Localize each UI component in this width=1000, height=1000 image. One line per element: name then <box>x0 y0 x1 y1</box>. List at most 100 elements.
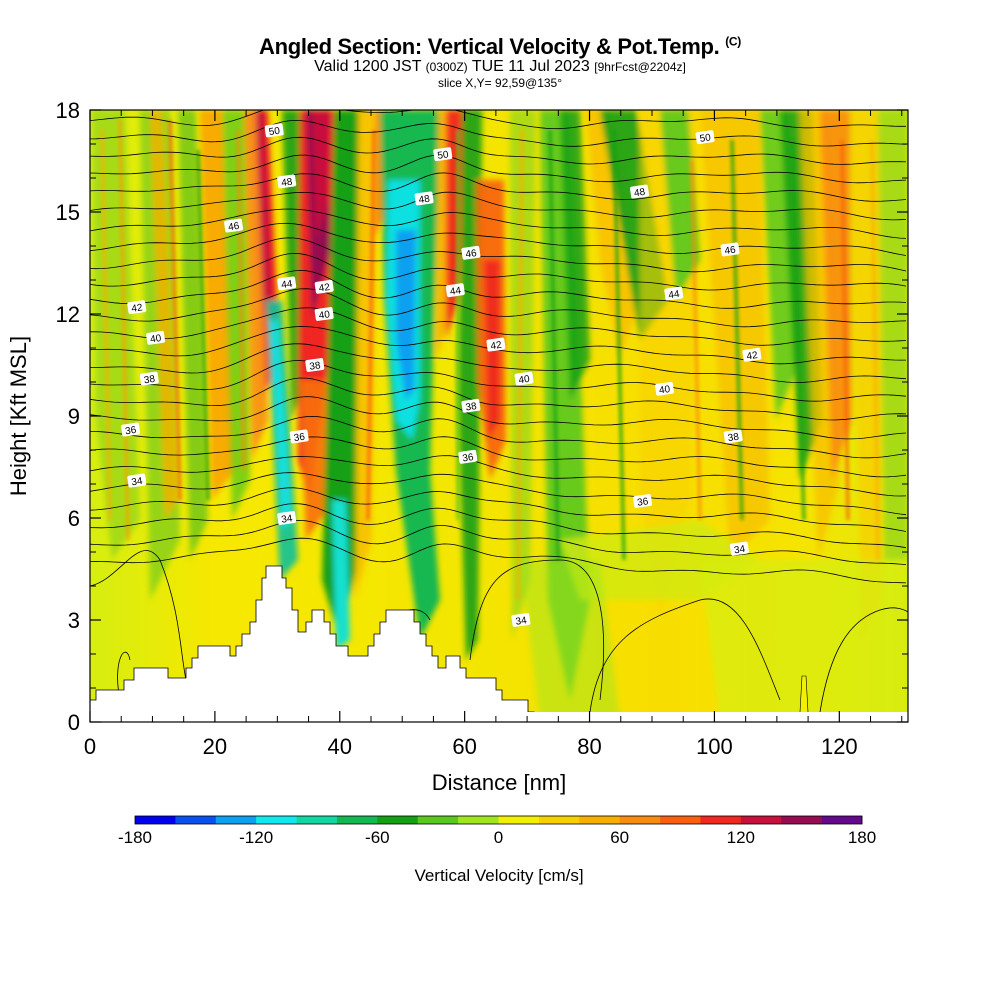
x-axis-label: Distance [nm] <box>432 770 567 795</box>
contour-label-bg <box>511 613 531 627</box>
contour-label-text: 40 <box>658 384 671 397</box>
contour-label: 38 <box>461 398 481 414</box>
contour-label-bg <box>729 541 749 556</box>
contour-label-bg <box>461 245 481 260</box>
contour-label-bg <box>630 184 649 199</box>
colorbar-label: Vertical Velocity [cm/s] <box>414 866 583 885</box>
contour-label-text: 36 <box>293 432 306 445</box>
colorbar-frame <box>134 815 863 825</box>
theta-contour <box>90 172 907 202</box>
x-tick-label: 120 <box>821 734 858 759</box>
contour-label: 34 <box>277 511 297 526</box>
x-tick-label: 60 <box>452 734 476 759</box>
contour-label-bg <box>264 123 284 138</box>
contour-label-bg <box>445 283 465 298</box>
contour-label-bg <box>127 300 147 315</box>
theta-contour <box>469 559 604 701</box>
y-tick-label: 18 <box>56 98 80 123</box>
contour-label-bg <box>277 174 297 189</box>
contour-label-text: 46 <box>228 221 241 234</box>
contour-label-bg <box>723 429 743 444</box>
theta-contour <box>90 360 907 402</box>
colorbar-swatch <box>336 816 378 824</box>
contour-label-text: 46 <box>724 245 737 258</box>
colorbar-swatch <box>781 816 822 824</box>
contour-label: 42 <box>742 347 762 363</box>
colorbar-swatch <box>538 816 580 824</box>
contour-label-bg <box>146 330 166 345</box>
contour-label-text: 36 <box>462 452 475 465</box>
theta-contour <box>90 136 907 165</box>
contour-label-text: 34 <box>131 476 144 489</box>
y-axis-label: Height [Kft MSL] <box>6 336 31 496</box>
colorbar-swatch <box>740 816 782 824</box>
forecast-info: [9hrFcst@2204z] <box>594 60 686 74</box>
contour-label-text: 38 <box>143 374 156 387</box>
contour-label-text: 38 <box>465 401 478 414</box>
colorbar-swatch <box>215 816 257 824</box>
contour-label: 44 <box>445 283 465 298</box>
contour-label: 40 <box>146 330 166 346</box>
velocity-streaks <box>100 120 880 600</box>
contour-label-bg <box>461 398 481 413</box>
colorbar-swatch <box>458 816 499 824</box>
slice-info: slice X,Y= 92,59@135° <box>437 76 563 90</box>
contour-label-bg <box>139 371 159 386</box>
x-tick-label: 100 <box>696 734 733 759</box>
chart-title-mark: (C) <box>725 34 741 49</box>
theta-contour <box>90 253 907 291</box>
contour-label-text: 48 <box>633 187 646 200</box>
colorbar-swatch <box>821 816 863 824</box>
colorbar-swatch <box>377 816 419 824</box>
contour-label: 34 <box>127 473 147 488</box>
contour-label-text: 42 <box>746 350 759 363</box>
valid-utc: (0300Z) <box>425 60 468 74</box>
colorbar: -180 -120 -60 0 60 120 180 <box>118 815 876 847</box>
colorbar-tick-label: -120 <box>239 828 273 847</box>
theta-contour <box>819 607 908 713</box>
contour-label-bg <box>305 358 325 372</box>
contour-label: 42 <box>127 300 147 315</box>
contour-label-text: 38 <box>309 360 322 373</box>
contour-label-text: 34 <box>281 513 294 526</box>
x-tick-label: 0 <box>84 734 96 759</box>
x-tick-label: 80 <box>577 734 601 759</box>
contour-label: 36 <box>289 429 309 444</box>
contour-label-text: 36 <box>125 425 138 438</box>
y-tick-label: 0 <box>68 710 80 735</box>
contour-label-bg <box>486 337 506 352</box>
colorbar-swatch <box>660 816 701 824</box>
theta-contour <box>90 119 907 147</box>
theta-contour <box>90 269 907 309</box>
theta-contour <box>90 288 907 328</box>
colorbar-tick-label: -60 <box>365 828 390 847</box>
theta-contour <box>90 208 907 239</box>
contour-label: 50 <box>695 130 715 145</box>
colorbar-tick-label: -180 <box>118 828 152 847</box>
contour-label: 38 <box>305 358 325 373</box>
contour-label-bg <box>458 449 478 464</box>
theta-contour <box>90 455 907 497</box>
contour-label-bg <box>277 511 297 525</box>
contour-label-text: 48 <box>281 177 294 190</box>
contour-label: 36 <box>458 449 478 465</box>
colorbar-tick-label: 180 <box>848 828 876 847</box>
contour-label: 34 <box>511 613 531 628</box>
contour-label: 36 <box>121 422 141 437</box>
contour-label-bg <box>121 422 141 437</box>
contour-label: 50 <box>264 123 284 138</box>
valid-time: Valid 1200 JST <box>314 58 422 75</box>
theta-contours <box>90 110 908 713</box>
contour-label: 38 <box>139 371 159 387</box>
contour-label: 50 <box>433 147 453 162</box>
x-tick-label: 40 <box>328 734 352 759</box>
contour-label-bg <box>127 473 147 488</box>
theta-contour <box>117 651 131 701</box>
contour-label-bg <box>633 494 653 508</box>
x-tick-label: 20 <box>203 734 227 759</box>
contour-label: 34 <box>729 541 749 556</box>
contour-label-text: 50 <box>699 132 712 145</box>
theta-contour <box>90 537 907 584</box>
